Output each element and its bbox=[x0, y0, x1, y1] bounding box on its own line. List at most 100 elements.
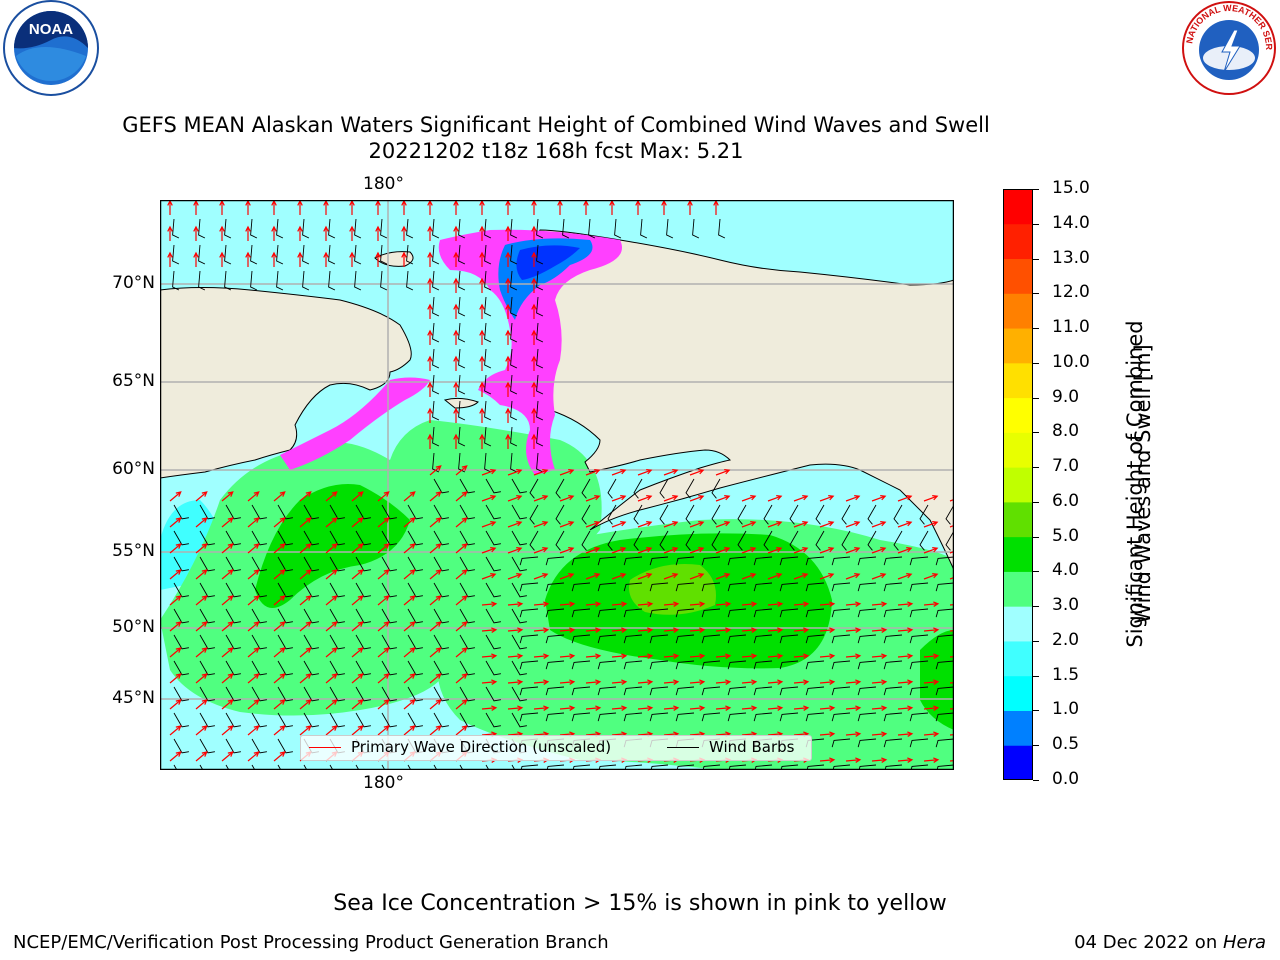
colorbar-tick-label: 2.0 bbox=[1052, 629, 1080, 650]
wind-barb bbox=[511, 660, 527, 676]
wave-arrow-head bbox=[516, 495, 523, 501]
wave-direction-arrow bbox=[637, 521, 652, 528]
wave-direction-arrow bbox=[507, 573, 522, 580]
wind-barb bbox=[545, 556, 565, 566]
wind-barb bbox=[511, 556, 527, 572]
wave-direction-arrow bbox=[793, 629, 808, 632]
wave-arrow-head bbox=[175, 595, 182, 601]
sea-ice-inner bbox=[516, 245, 580, 280]
wave-direction-arrow bbox=[923, 681, 938, 684]
wind-barb bbox=[883, 686, 903, 696]
wave-arrow-head bbox=[490, 521, 497, 527]
wave-arrow-head bbox=[331, 543, 338, 549]
wave-direction-arrow bbox=[533, 603, 548, 606]
wind-barb bbox=[571, 582, 591, 592]
wave-direction-arrow bbox=[585, 469, 600, 476]
wind-barb bbox=[529, 478, 539, 499]
wave-arrow-head bbox=[828, 495, 835, 501]
wave-direction-arrow bbox=[897, 521, 912, 528]
wind-barb bbox=[562, 218, 570, 239]
wave-direction-arrow bbox=[299, 569, 312, 580]
wind-barb bbox=[805, 556, 825, 566]
wind-barb bbox=[685, 504, 695, 525]
wave-arrow-head bbox=[777, 627, 784, 633]
wind-barb bbox=[805, 660, 825, 670]
wave-arrow-head bbox=[802, 521, 809, 527]
wave-arrow-head bbox=[201, 595, 208, 601]
wind-barb bbox=[303, 686, 319, 702]
wind-barb bbox=[380, 218, 388, 239]
wind-barb bbox=[545, 582, 565, 592]
wind-barb bbox=[529, 530, 539, 551]
colorbar-tick-label: 4.0 bbox=[1052, 560, 1080, 581]
wave-arrow-head bbox=[595, 627, 602, 633]
wave-arrow-head bbox=[569, 601, 576, 607]
wave-arrow-head bbox=[932, 573, 939, 579]
wave-direction-arrow bbox=[637, 655, 652, 658]
wind-barb bbox=[303, 504, 319, 520]
wave-direction-arrow bbox=[793, 733, 808, 736]
wave-arrow-head bbox=[699, 601, 706, 607]
colorbar-segment bbox=[1003, 675, 1033, 711]
wave-direction-arrow bbox=[611, 629, 626, 632]
wave-direction-arrow bbox=[195, 699, 208, 710]
wave-arrow-head bbox=[245, 251, 251, 258]
wave-direction-arrow bbox=[273, 725, 286, 736]
wave-arrow-head bbox=[803, 679, 810, 685]
chart-subtitle: 20221202 t18z 168h fcst Max: 5.21 bbox=[368, 139, 744, 163]
wind-barb bbox=[805, 712, 825, 722]
wind-barb bbox=[407, 608, 423, 624]
wave-arrow-head bbox=[253, 699, 260, 705]
wave-arrow-head bbox=[906, 521, 913, 527]
wind-barb bbox=[857, 712, 877, 722]
wind-barb bbox=[831, 660, 851, 670]
wind-barb bbox=[893, 504, 903, 525]
wave-direction-arrow bbox=[195, 725, 208, 736]
wave-arrow-head bbox=[531, 225, 537, 232]
wind-barb bbox=[458, 348, 466, 369]
wave-direction-arrow bbox=[767, 573, 782, 580]
wind-barb bbox=[459, 712, 475, 728]
wind-barb bbox=[536, 270, 544, 291]
wind-barb bbox=[536, 322, 544, 343]
wave-arrow-head bbox=[621, 705, 628, 711]
wave-direction-arrow bbox=[169, 751, 182, 762]
wave-arrow-head bbox=[383, 725, 390, 731]
wind-barb bbox=[857, 556, 877, 566]
wave-arrow-head bbox=[227, 647, 234, 653]
wave-arrow-head bbox=[854, 495, 861, 501]
wind-barb bbox=[172, 244, 180, 265]
lon-label-top: 180° bbox=[363, 174, 404, 194]
wind-barb bbox=[572, 764, 591, 770]
wave-arrow-head bbox=[724, 469, 731, 475]
wave-direction-arrow bbox=[273, 569, 286, 580]
wind-barb bbox=[225, 530, 241, 546]
wind-barb bbox=[659, 530, 669, 551]
wave-arrow-head bbox=[401, 251, 407, 258]
colorbar-segment bbox=[1003, 189, 1033, 225]
wind-barb bbox=[806, 764, 825, 770]
wind-barb bbox=[623, 556, 643, 566]
wave-direction-arrow bbox=[949, 708, 954, 710]
wave-arrow-head bbox=[673, 653, 680, 659]
wind-barb bbox=[598, 764, 617, 770]
wind-barb bbox=[303, 556, 319, 572]
wave-arrow-head bbox=[543, 679, 550, 685]
wind-barb bbox=[355, 634, 371, 650]
wave-arrow-head bbox=[427, 433, 433, 440]
wind-barb bbox=[910, 764, 929, 770]
wave-direction-arrow bbox=[819, 547, 834, 554]
wind-barb bbox=[597, 556, 617, 566]
wave-direction-arrow bbox=[559, 629, 574, 632]
wave-arrow-head bbox=[435, 725, 442, 731]
wind-barb bbox=[250, 244, 258, 265]
wind-barb bbox=[832, 764, 851, 770]
wave-arrow-head bbox=[435, 647, 442, 653]
wind-barb bbox=[935, 556, 954, 566]
wave-arrow-head bbox=[453, 303, 459, 310]
wind-barb bbox=[936, 764, 954, 770]
wave-direction-arrow bbox=[845, 655, 860, 658]
wave-arrow-head bbox=[409, 673, 416, 679]
wave-arrow-head bbox=[253, 751, 260, 757]
wave-arrow-head bbox=[271, 225, 277, 232]
